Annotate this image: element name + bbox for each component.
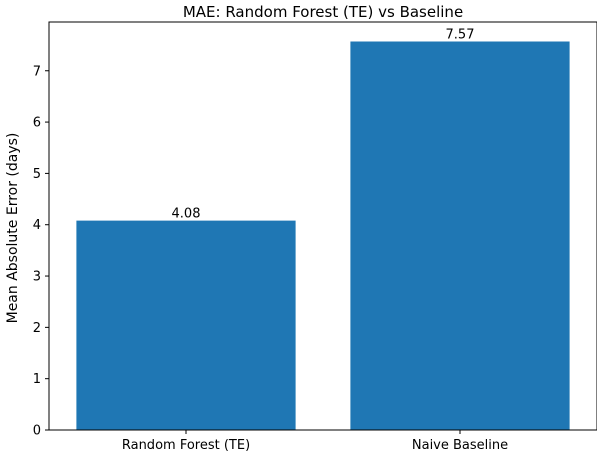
y-tick-label-6: 6 bbox=[33, 116, 41, 131]
y-tick-label-1: 1 bbox=[33, 372, 41, 387]
x-axis: Random Forest (TE) Naive Baseline bbox=[122, 430, 508, 453]
y-tick-label-2: 2 bbox=[33, 321, 41, 336]
plot-frame bbox=[48, 21, 597, 431]
data-labels-layer: 4.08 7.57 bbox=[172, 28, 475, 222]
y-tick-label-7: 7 bbox=[33, 64, 41, 79]
y-tick-label-0: 0 bbox=[33, 424, 41, 439]
y-tick-label-5: 5 bbox=[33, 167, 41, 182]
bar-0 bbox=[76, 220, 296, 430]
y-axis: 0 1 2 3 4 5 6 7 bbox=[33, 64, 49, 439]
y-tick-label-4: 4 bbox=[33, 218, 41, 233]
bar-value-label-0: 4.08 bbox=[172, 207, 201, 222]
chart-title: MAE: Random Forest (TE) vs Baseline bbox=[183, 3, 463, 21]
x-tick-label-0: Random Forest (TE) bbox=[122, 438, 250, 453]
bar-1 bbox=[350, 41, 570, 430]
y-axis-label: Mean Absolute Error (days) bbox=[5, 133, 21, 324]
x-tick-label-1: Naive Baseline bbox=[412, 438, 508, 453]
bars-layer bbox=[76, 41, 570, 430]
bar-value-label-1: 7.57 bbox=[446, 28, 475, 43]
y-tick-label-3: 3 bbox=[33, 270, 41, 285]
